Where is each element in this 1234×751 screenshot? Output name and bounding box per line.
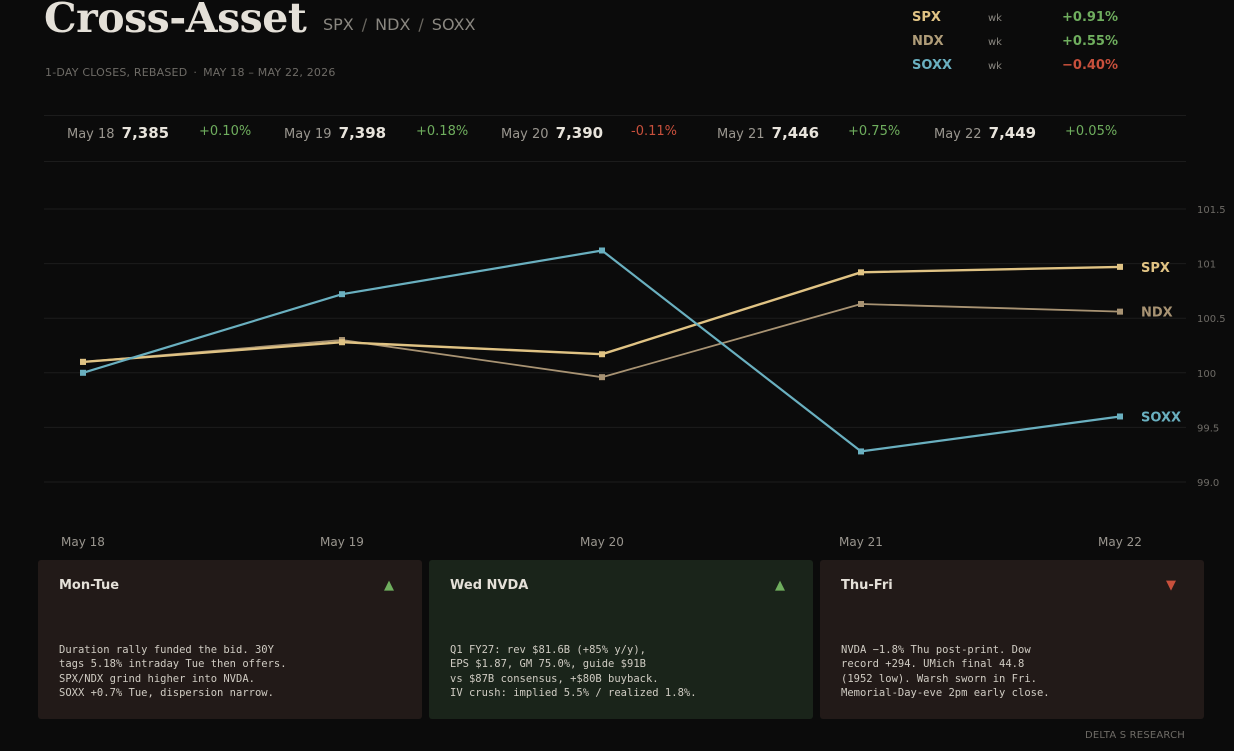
legend-row-ndx: NDX wk +0.55% <box>912 34 1132 58</box>
ribbon-item: May 20 7,390 -0.11% <box>501 123 677 142</box>
data-point-spx <box>80 358 86 365</box>
data-point-soxx <box>80 369 86 376</box>
ribbon-value: 7,398 <box>338 124 387 142</box>
ribbon-item: May 22 7,449 +0.05% <box>934 123 1117 142</box>
data-point-spx <box>1117 263 1123 270</box>
y-tick-label: 101 <box>1197 260 1216 271</box>
ribbon-change: +0.18% <box>416 124 469 139</box>
card-wed-nvda: Wed NVDA ▲ Q1 FY27: rev $81.6B (+85% y/y… <box>429 560 813 719</box>
card-body: Q1 FY27: rev $81.6B (+85% y/y), EPS $1.8… <box>450 644 697 699</box>
daily-close-ribbon: May 18 7,385 +0.10% May 19 7,398 +0.18% … <box>44 115 1186 162</box>
series-label: SOXX <box>1141 410 1181 425</box>
data-point-ndx <box>858 301 864 308</box>
legend-change: +0.55% <box>1062 34 1118 49</box>
subtitle-dot: · <box>193 66 198 79</box>
ribbon-value: 7,385 <box>121 124 170 142</box>
ribbon-date: May 18 <box>67 127 115 142</box>
y-tick-label: 100 <box>1197 369 1216 380</box>
y-tick-label: 99.0 <box>1197 478 1219 489</box>
ribbon-item: May 21 7,446 +0.75% <box>717 123 900 142</box>
legend-ticker: SPX <box>912 10 941 25</box>
subtitle-range: MAY 18 – MAY 22, 2026 <box>203 66 336 79</box>
data-point-spx <box>339 339 345 346</box>
y-tick-label: 100.5 <box>1197 314 1226 325</box>
x-tick-label: May 19 <box>320 535 364 549</box>
ticker-ndx: NDX <box>375 15 411 34</box>
weekly-change-legend: SPX wk +0.91% NDX wk +0.55% SOXX wk −0.4… <box>912 10 1132 82</box>
x-tick-label: May 21 <box>839 535 883 549</box>
card-body: NVDA −1.8% Thu post-print. Dow record +2… <box>841 644 1050 699</box>
ticker-list: SPX / NDX / SOXX <box>323 15 475 34</box>
card-mon-tue: Mon-Tue ▲ Duration rally funded the bid.… <box>38 560 422 719</box>
ribbon-date: May 19 <box>284 127 332 142</box>
data-point-soxx <box>599 247 605 254</box>
card-title: Wed NVDA <box>450 578 529 593</box>
legend-period: wk <box>988 61 1002 72</box>
series-label: NDX <box>1141 306 1173 321</box>
ribbon-date: May 20 <box>501 127 549 142</box>
data-point-soxx <box>1117 413 1123 420</box>
legend-row-spx: SPX wk +0.91% <box>912 10 1132 34</box>
ribbon-change: -0.11% <box>631 124 677 139</box>
data-point-soxx <box>858 448 864 455</box>
ribbon-change: +0.10% <box>199 124 252 139</box>
legend-change: −0.40% <box>1062 58 1118 73</box>
up-arrow-icon: ▲ <box>775 578 785 593</box>
ribbon-change: +0.05% <box>1065 124 1118 139</box>
data-point-soxx <box>339 291 345 298</box>
legend-ticker: NDX <box>912 34 944 49</box>
down-arrow-icon: ▼ <box>1166 578 1176 593</box>
data-point-spx <box>599 351 605 358</box>
series-line-spx <box>82 265 1121 364</box>
ribbon-change: +0.75% <box>848 124 901 139</box>
legend-row-soxx: SOXX wk −0.40% <box>912 58 1132 82</box>
data-point-ndx <box>599 374 605 381</box>
x-tick-label: May 18 <box>61 535 105 549</box>
ticker-separator: / <box>361 15 368 34</box>
legend-ticker: SOXX <box>912 58 952 73</box>
page-subtitle: 1-DAY CLOSES, REBASED · MAY 18 – MAY 22, 2… <box>45 66 336 79</box>
subtitle-method: 1-DAY CLOSES, REBASED <box>45 66 188 79</box>
line-chart: 99.0 99.5 100 100.5 101 101.5 May 18 May 19 May … <box>44 205 1226 549</box>
data-point-spx <box>858 269 864 276</box>
ticker-soxx: SOXX <box>431 15 476 34</box>
series-label: SPX <box>1141 261 1170 276</box>
up-arrow-icon: ▲ <box>384 578 394 593</box>
ticker-separator: / <box>418 15 424 34</box>
legend-change: +0.91% <box>1062 10 1118 25</box>
ribbon-item: May 18 7,385 +0.10% <box>67 123 251 142</box>
page-title: Cross-Asset <box>44 0 307 42</box>
ribbon-value: 7,390 <box>555 124 604 142</box>
legend-period: wk <box>988 37 1002 48</box>
ribbon-value: 7,446 <box>771 124 820 142</box>
card-body: Duration rally funded the bid. 30Y tags … <box>59 644 287 699</box>
card-title: Thu-Fri <box>841 578 893 593</box>
ribbon-item: May 19 7,398 +0.18% <box>284 123 468 142</box>
card-thu-fri: Thu-Fri ▼ NVDA −1.8% Thu post-print. Dow… <box>820 560 1204 719</box>
ribbon-date: May 22 <box>934 127 982 142</box>
y-tick-label: 101.5 <box>1197 205 1226 216</box>
ticker-spx: SPX <box>323 15 354 34</box>
series-line-ndx <box>82 303 1121 379</box>
legend-period: wk <box>988 13 1002 24</box>
card-title: Mon-Tue <box>59 578 120 593</box>
ribbon-value: 7,449 <box>988 124 1037 142</box>
footer-credit: DELTA S RESEARCH <box>1084 730 1185 741</box>
y-tick-label: 99.5 <box>1197 423 1219 434</box>
data-point-ndx <box>1117 308 1123 315</box>
x-tick-label: May 20 <box>580 535 624 549</box>
x-tick-label: May 22 <box>1098 535 1142 549</box>
ribbon-date: May 21 <box>717 127 765 142</box>
